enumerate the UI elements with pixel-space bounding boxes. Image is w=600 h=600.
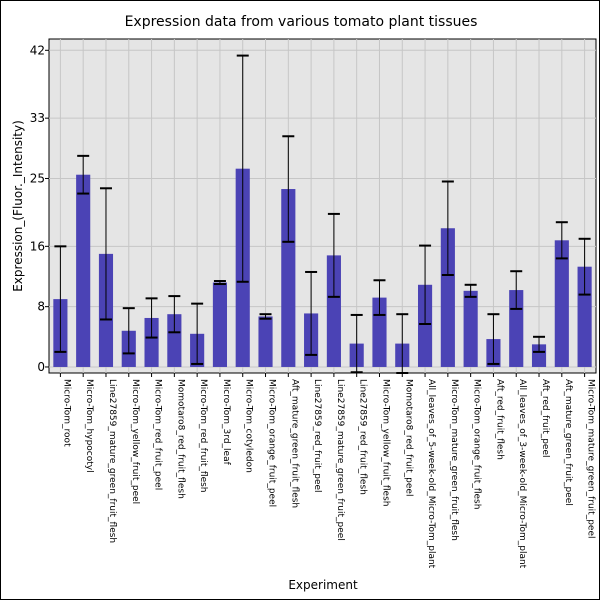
x-tick-label: Micro-Tom_3rd_leaf — [221, 379, 231, 466]
bar — [212, 282, 228, 367]
error-bar — [419, 244, 432, 325]
error-bar — [464, 283, 477, 298]
error-bar — [191, 302, 204, 365]
x-tick-label: Micro-Tom_mature_green_fruit_peel — [586, 379, 596, 539]
x-tick-label: Aft_mature_green_fruit_peel — [563, 379, 573, 506]
error-bar — [510, 270, 523, 310]
error-bar — [282, 135, 295, 243]
y-tick-label: 16 — [30, 239, 45, 253]
x-tick-label: Micro-Tom_hypocotyl — [84, 379, 94, 473]
bar — [531, 344, 547, 367]
error-bar — [327, 212, 340, 298]
x-axis-label: Experiment — [288, 578, 358, 592]
bar — [417, 284, 433, 367]
x-tick-label: Aft_red_fruit_peel — [540, 379, 550, 458]
x-tick-label: Line27859_red_fruit_flesh — [358, 379, 368, 495]
y-axis: 0 8 16 25 33 42 — [30, 43, 49, 374]
x-tick-label: Aft_mature_green_fruit_flesh — [289, 379, 299, 508]
y-tick-label: 0 — [37, 360, 45, 374]
bar — [577, 266, 592, 367]
bar — [281, 189, 296, 367]
error-bar — [168, 295, 181, 334]
error-bar — [578, 237, 591, 296]
x-tick-label: Micro-Tom_red_fruit_flesh — [198, 379, 208, 493]
error-bar — [145, 297, 158, 339]
x-tick-label: Micro-Tom_red_fruit_peel — [153, 379, 163, 490]
y-axis-label: Expression_(Fluor._Intensity) — [11, 120, 25, 292]
x-tick-label: Micro-Tom_root — [61, 379, 71, 447]
bar — [463, 290, 478, 367]
error-bar — [259, 313, 272, 320]
x-tick-label: Micro-Tom_orange_fruit_flesh — [472, 379, 482, 509]
chart-title: Expression data from various tomato plan… — [125, 14, 478, 30]
x-tick-label: All_leaves_of_5-week-old_Micro-Tom_plant — [426, 379, 436, 569]
error-bar — [373, 279, 386, 316]
y-tick-label: 25 — [30, 171, 45, 185]
error-bar — [555, 221, 568, 260]
bar — [144, 317, 159, 367]
x-tick-label: Momotaro8_red_fruit_peel — [403, 379, 413, 496]
error-bar — [441, 180, 454, 276]
bar — [167, 314, 182, 367]
error-bar — [305, 270, 318, 356]
bar — [258, 316, 273, 367]
x-tick-label: All_leaves_of_3-week-old_Micro-Tom_plant — [517, 379, 527, 569]
x-tick-label: Line27859_mature_green_fruit_flesh — [107, 379, 117, 543]
x-tick-label: Micro-Tom_yellow_fruit_flesh — [380, 379, 390, 507]
bar — [554, 240, 569, 367]
error-bar — [487, 313, 500, 365]
plot-area — [48, 38, 597, 374]
error-bar — [99, 187, 112, 321]
x-tick-label: Line27859_mature_green_fruit_peel — [335, 379, 345, 541]
x-tick-label: Micro-Tom_cotyledon — [244, 379, 254, 473]
error-bar — [533, 335, 546, 353]
error-bar — [213, 280, 226, 286]
error-bar — [54, 245, 67, 353]
x-tick-label: Micro-Tom_orange_fruit_peel — [267, 379, 277, 507]
error-bar — [122, 307, 135, 355]
error-bars — [54, 54, 591, 374]
x-tick-labels: Micro-Tom_root Micro-Tom_hypocotyl Line278… — [59, 373, 596, 569]
y-tick-label: 33 — [30, 111, 45, 125]
x-tick-label: Momotaro8_red_fruit_flesh — [175, 379, 185, 499]
error-bar — [236, 54, 249, 283]
bar — [326, 255, 341, 367]
x-tick-label: Micro-Tom_yellow_fruit_peel — [130, 379, 140, 504]
x-tick-label: Micro-Tom_mature_green_fruit_flesh — [449, 379, 459, 541]
bar — [440, 228, 455, 367]
x-tick-label: Aft_red_fruit_flesh — [494, 379, 504, 460]
y-tick-label: 42 — [30, 43, 45, 57]
x-tick-label: Line27859_red_fruit_peel — [312, 379, 322, 493]
y-tick-label: 8 — [37, 300, 45, 314]
error-bar — [77, 154, 90, 195]
bar — [76, 174, 91, 367]
error-bar — [350, 313, 363, 374]
